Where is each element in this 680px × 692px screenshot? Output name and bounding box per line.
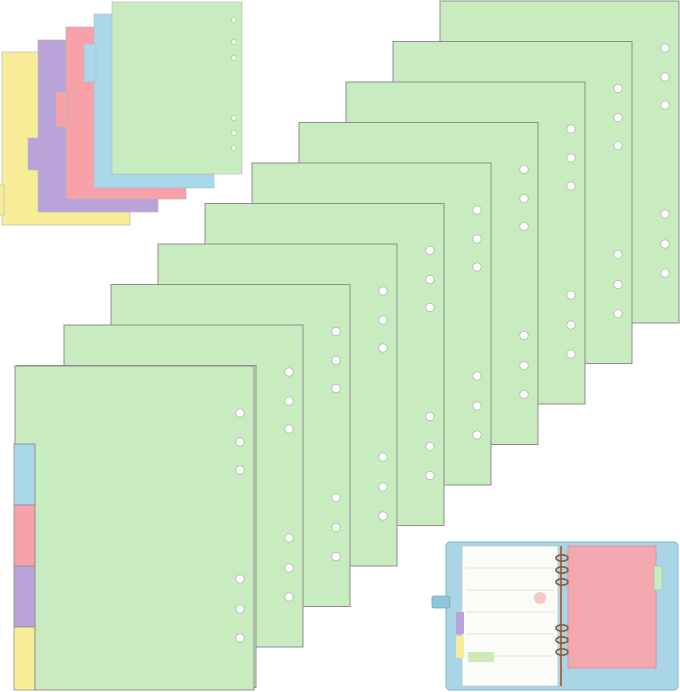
punch-hole — [235, 574, 245, 584]
front-sheet-body — [14, 365, 255, 691]
punch-hole — [613, 84, 623, 94]
punch-hole — [519, 360, 529, 370]
punch-hole — [566, 124, 576, 134]
binder-ring — [555, 647, 569, 656]
punch-hole — [613, 141, 623, 151]
punch-hole — [566, 153, 576, 163]
punch-hole — [425, 274, 435, 284]
punch-hole — [231, 115, 237, 121]
punch-hole — [331, 326, 341, 336]
punch-hole — [284, 424, 294, 434]
punch-hole — [425, 302, 435, 312]
color-pack-tab — [55, 91, 69, 128]
punch-hole — [519, 165, 529, 175]
punch-hole — [660, 268, 670, 278]
punch-hole — [378, 452, 388, 462]
punch-hole — [660, 43, 670, 53]
punch-hole — [613, 308, 623, 318]
binder-ring — [555, 577, 569, 586]
punch-hole — [425, 470, 435, 480]
color-pack-tab — [83, 43, 97, 83]
punch-hole — [231, 39, 237, 45]
binder-ring — [555, 553, 569, 562]
colored-tab — [13, 504, 37, 567]
punch-hole — [378, 343, 388, 353]
punch-hole — [472, 430, 482, 440]
color-pack-tab — [27, 137, 41, 171]
punch-hole — [519, 194, 529, 204]
punch-hole — [331, 551, 341, 561]
punch-hole — [235, 465, 245, 475]
punch-hole — [566, 290, 576, 300]
colored-tab — [13, 443, 37, 506]
punch-hole — [378, 286, 388, 296]
punch-hole — [331, 383, 341, 393]
color-pack-tab — [0, 184, 5, 216]
pink-insert-tab — [653, 565, 663, 591]
punch-hole — [235, 633, 245, 643]
punch-hole — [425, 441, 435, 451]
punch-hole — [613, 250, 623, 260]
punch-hole — [378, 482, 388, 492]
planner-page — [461, 545, 559, 687]
punch-hole — [472, 401, 482, 411]
punch-hole — [331, 522, 341, 532]
punch-hole — [472, 234, 482, 244]
binder-ring — [555, 635, 569, 644]
planner-doodle — [468, 652, 494, 662]
punch-hole — [519, 389, 529, 399]
punch-hole — [660, 209, 670, 219]
punch-hole — [519, 222, 529, 232]
binder-clasp — [431, 595, 451, 609]
punch-hole — [660, 239, 670, 249]
punch-hole — [660, 100, 670, 110]
punch-hole — [660, 72, 670, 82]
binder-tab-yellow — [456, 636, 464, 658]
punch-hole — [231, 55, 237, 61]
binder-ring — [555, 623, 569, 632]
punch-hole — [235, 437, 245, 447]
punch-hole — [378, 315, 388, 325]
binder-ring — [555, 565, 569, 574]
colored-tab — [13, 565, 37, 628]
color-pack-sheet — [111, 1, 243, 175]
front-divider-sheet — [14, 365, 255, 691]
planner-doodle — [534, 592, 546, 604]
punch-hole — [331, 355, 341, 365]
punch-hole — [284, 367, 294, 377]
punch-hole — [472, 262, 482, 272]
punch-hole — [284, 592, 294, 602]
punch-hole — [284, 396, 294, 406]
punch-hole — [231, 17, 237, 23]
punch-hole — [231, 130, 237, 136]
punch-hole — [566, 181, 576, 191]
punch-hole — [566, 349, 576, 359]
punch-hole — [472, 205, 482, 215]
punch-hole — [425, 246, 435, 256]
punch-hole — [378, 511, 388, 521]
punch-hole — [284, 533, 294, 543]
punch-hole — [331, 492, 341, 502]
front-sheet-tabs — [13, 443, 37, 691]
punch-hole — [613, 279, 623, 289]
punch-hole — [425, 411, 435, 421]
colored-tab — [13, 626, 37, 691]
color-pack-sheet-body — [111, 1, 243, 175]
color-pack-inset — [0, 1, 243, 226]
punch-hole — [566, 320, 576, 330]
punch-hole — [519, 330, 529, 340]
punch-hole — [472, 371, 482, 381]
pink-divider-insert — [567, 545, 657, 669]
binder-tab-purple — [456, 612, 464, 634]
punch-hole — [231, 145, 237, 151]
binder-inset — [431, 541, 679, 691]
punch-hole — [284, 563, 294, 573]
punch-hole — [235, 604, 245, 614]
punch-hole — [613, 113, 623, 123]
punch-hole — [235, 408, 245, 418]
